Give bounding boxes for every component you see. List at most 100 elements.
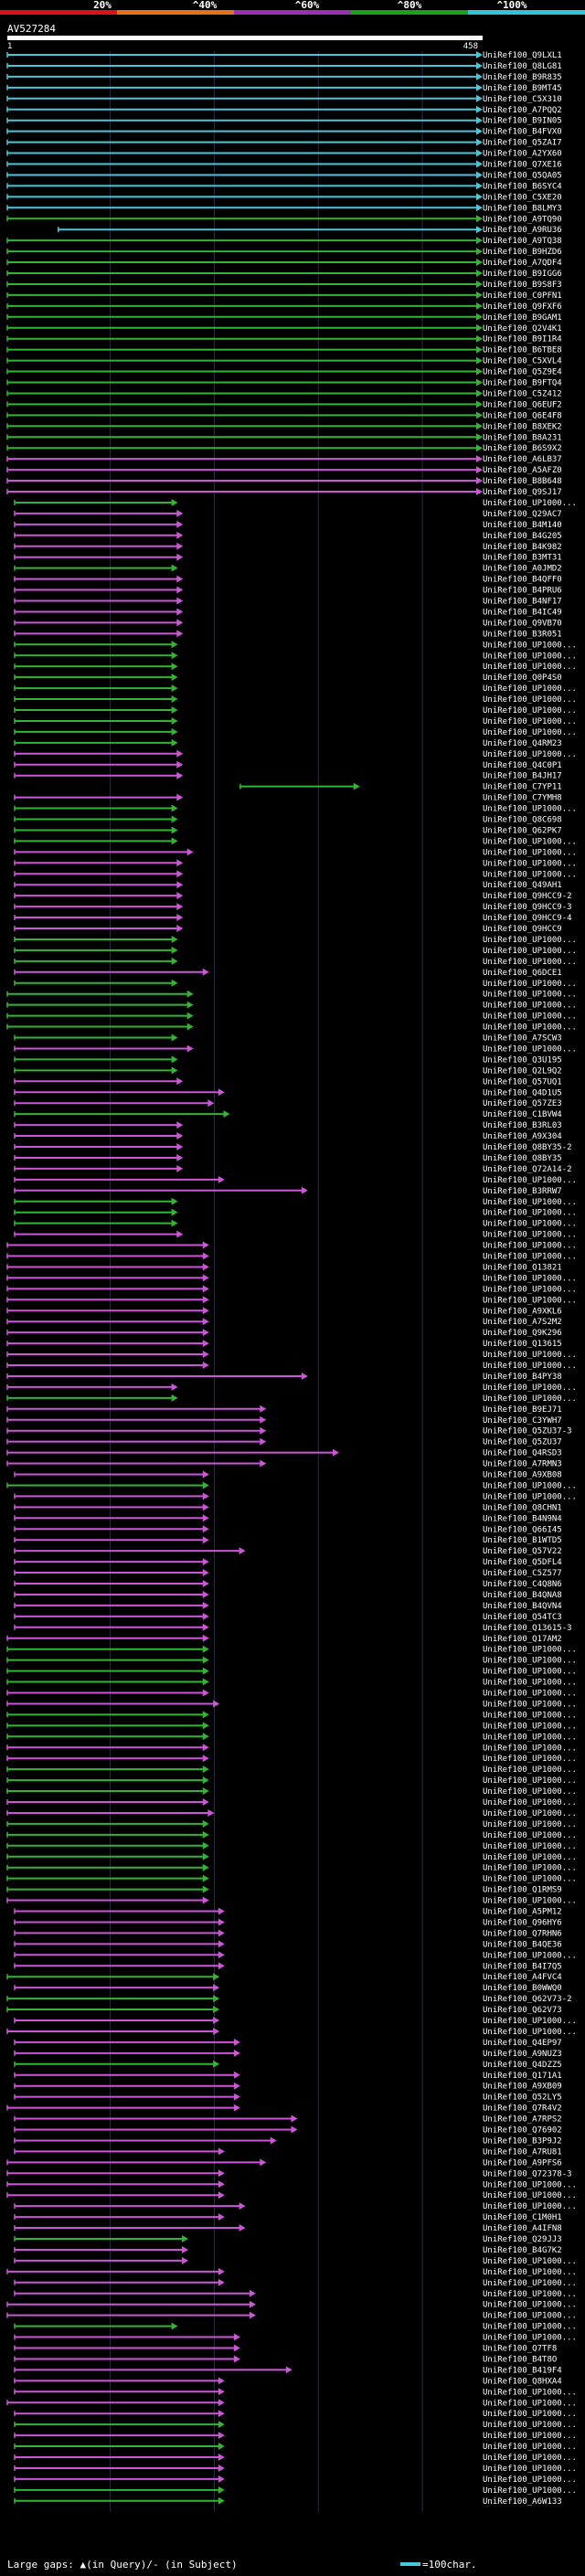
hit-label[interactable]: UniRef100_B4N9N4 — [483, 1514, 562, 1523]
hit-label[interactable]: UniRef100_UP1000... — [483, 2432, 577, 2441]
hit-label[interactable]: UniRef100_UP1000... — [483, 684, 577, 694]
hit-label[interactable]: UniRef100_UP1000... — [483, 2312, 577, 2321]
hit-label[interactable]: UniRef100_Q62V73 — [483, 2006, 562, 2015]
hit-label[interactable]: UniRef100_UP1000... — [483, 2399, 577, 2408]
hit-label[interactable]: UniRef100_B4G7K2 — [483, 2246, 562, 2255]
hit-label[interactable]: UniRef100_B9HZD6 — [483, 248, 562, 257]
hit-label[interactable]: UniRef100_Q5DFL4 — [483, 1558, 562, 1567]
hit-label[interactable]: UniRef100_UP1000... — [483, 1864, 577, 1873]
hit-label[interactable]: UniRef100_B4PY38 — [483, 1373, 562, 1382]
hit-label[interactable]: UniRef100_UP1000... — [483, 706, 577, 716]
hit-label[interactable]: UniRef100_UP1000... — [483, 1044, 577, 1054]
hit-label[interactable]: UniRef100_UP1000... — [483, 1820, 577, 1829]
hit-label[interactable]: UniRef100_UP1000... — [483, 1285, 577, 1294]
hit-label[interactable]: UniRef100_UP1000... — [483, 2486, 577, 2496]
hit-label[interactable]: UniRef100_UP1000... — [483, 2475, 577, 2485]
hit-label[interactable]: UniRef100_C7YP11 — [483, 783, 562, 792]
hit-label[interactable]: UniRef100_UP1000... — [483, 499, 577, 508]
hit-label[interactable]: UniRef100_B9MT45 — [483, 84, 562, 93]
hit-label[interactable]: UniRef100_A5PM12 — [483, 1908, 562, 1917]
hit-label[interactable]: UniRef100_C3YWH7 — [483, 1416, 562, 1426]
hit-label[interactable]: UniRef100_UP1000... — [483, 1198, 577, 1207]
hit-label[interactable]: UniRef100_UP1000... — [483, 805, 577, 814]
hit-label[interactable]: UniRef100_B4QFF0 — [483, 576, 562, 585]
hit-label[interactable]: UniRef100_UP1000... — [483, 2388, 577, 2397]
hit-label[interactable]: UniRef100_B8LMY3 — [483, 204, 562, 213]
hit-label[interactable]: UniRef100_UP1000... — [483, 837, 577, 846]
hit-label[interactable]: UniRef100_UP1000... — [483, 947, 577, 956]
hit-label[interactable]: UniRef100_B3RRW7 — [483, 1187, 562, 1196]
hit-label[interactable]: UniRef100_Q54TC3 — [483, 1613, 562, 1622]
hit-label[interactable]: UniRef100_UP1000... — [483, 1776, 577, 1786]
hit-label[interactable]: UniRef100_UP1000... — [483, 695, 577, 705]
hit-label[interactable]: UniRef100_Q8C698 — [483, 816, 562, 825]
hit-label[interactable]: UniRef100_Q5ZU37-3 — [483, 1427, 572, 1436]
hit-label[interactable]: UniRef100_UP1000... — [483, 870, 577, 879]
hit-label[interactable]: UniRef100_UP1000... — [483, 728, 577, 737]
hit-label[interactable]: UniRef100_Q9VB70 — [483, 619, 562, 628]
hit-label[interactable]: UniRef100_UP1000... — [483, 1231, 577, 1240]
hit-label[interactable]: UniRef100_UP1000... — [483, 1023, 577, 1033]
hit-label[interactable]: UniRef100_Q9K296 — [483, 1329, 562, 1338]
hit-label[interactable]: UniRef100_Q9FXF6 — [483, 302, 562, 312]
hit-label[interactable]: UniRef100_Q9LXL1 — [483, 51, 562, 60]
hit-label[interactable]: UniRef100_Q62PK7 — [483, 826, 562, 835]
hit-label[interactable]: UniRef100_B4PRU6 — [483, 587, 562, 596]
hit-label[interactable]: UniRef100_Q57V22 — [483, 1547, 562, 1556]
hit-label[interactable]: UniRef100_UP1000... — [483, 2017, 577, 2026]
hit-label[interactable]: UniRef100_UP1000... — [483, 1012, 577, 1022]
hit-label[interactable]: UniRef100_UP1000... — [483, 1253, 577, 1262]
hit-label[interactable]: UniRef100_Q6EUF2 — [483, 400, 562, 409]
hit-label[interactable]: UniRef100_Q9SJ17 — [483, 488, 562, 497]
hit-label[interactable]: UniRef100_B9R835 — [483, 73, 562, 82]
hit-label[interactable]: UniRef100_Q1RMS9 — [483, 1886, 562, 1895]
hit-label[interactable]: UniRef100_B4T8O — [483, 2355, 557, 2364]
hit-label[interactable]: UniRef100_A4FVC4 — [483, 1973, 562, 1982]
hit-label[interactable]: UniRef100_Q72A14-2 — [483, 1165, 572, 1174]
hit-label[interactable]: UniRef100_UP1000... — [483, 1351, 577, 1360]
hit-label[interactable]: UniRef100_Q7R4V2 — [483, 2104, 562, 2114]
hit-label[interactable]: UniRef100_B3RL03 — [483, 1121, 562, 1130]
hit-label[interactable]: UniRef100_B4QE36 — [483, 1940, 562, 1949]
hit-label[interactable]: UniRef100_B4NF17 — [483, 598, 562, 607]
hit-label[interactable]: UniRef100_UP1000... — [483, 1831, 577, 1840]
hit-label[interactable]: UniRef100_Q13615 — [483, 1340, 562, 1349]
hit-label[interactable]: UniRef100_UP1000... — [483, 663, 577, 672]
hit-label[interactable]: UniRef100_Q57UQ1 — [483, 1077, 562, 1087]
hit-label[interactable]: UniRef100_UP1000... — [483, 1220, 577, 1229]
hit-label[interactable]: UniRef100_UP1000... — [483, 848, 577, 857]
hit-label[interactable]: UniRef100_UP1000... — [483, 2465, 577, 2474]
hit-label[interactable]: UniRef100_UP1000... — [483, 2279, 577, 2288]
hit-label[interactable]: UniRef100_A4IFN8 — [483, 2224, 562, 2233]
hit-label[interactable]: UniRef100_C0PFN1 — [483, 292, 562, 301]
hit-label[interactable]: UniRef100_Q29JJ3 — [483, 2235, 562, 2244]
hit-label[interactable]: UniRef100_UP1000... — [483, 1744, 577, 1753]
hit-label[interactable]: UniRef100_Q3U195 — [483, 1055, 562, 1065]
hit-label[interactable]: UniRef100_UP1000... — [483, 1668, 577, 1677]
hit-label[interactable]: UniRef100_C1M0H1 — [483, 2213, 562, 2222]
hit-label[interactable]: UniRef100_Q2V4K1 — [483, 324, 562, 334]
hit-label[interactable]: UniRef100_C5X310 — [483, 95, 562, 104]
hit-label[interactable]: UniRef100_UP1000... — [483, 2410, 577, 2419]
hit-label[interactable]: UniRef100_UP1000... — [483, 1394, 577, 1404]
hit-label[interactable]: UniRef100_B9S8F3 — [483, 281, 562, 290]
hit-label[interactable]: UniRef100_B4JH17 — [483, 772, 562, 781]
hit-label[interactable]: UniRef100_C4Q8N6 — [483, 1580, 562, 1589]
hit-label[interactable]: UniRef100_C1BVW4 — [483, 1110, 562, 1119]
hit-label[interactable]: UniRef100_B4I7Q5 — [483, 1962, 562, 1971]
hit-label[interactable]: UniRef100_Q0P4S0 — [483, 673, 562, 683]
hit-label[interactable]: UniRef100_B4IC49 — [483, 608, 562, 617]
hit-label[interactable]: UniRef100_Q5ZAI7 — [483, 139, 562, 148]
hit-label[interactable]: UniRef100_UP1000... — [483, 2454, 577, 2463]
hit-label[interactable]: UniRef100_B3R051 — [483, 630, 562, 639]
hit-label[interactable]: UniRef100_A9RU36 — [483, 226, 562, 235]
hit-label[interactable]: UniRef100_Q5QA05 — [483, 171, 562, 180]
hit-label[interactable]: UniRef100_UP1000... — [483, 1209, 577, 1218]
hit-label[interactable]: UniRef100_B9EJ71 — [483, 1405, 562, 1415]
hit-label[interactable]: UniRef100_UP1000... — [483, 1951, 577, 1960]
hit-label[interactable]: UniRef100_A9NUZ3 — [483, 2050, 562, 2059]
hit-label[interactable]: UniRef100_B6SYC4 — [483, 182, 562, 191]
hit-label[interactable]: UniRef100_A7S2M2 — [483, 1318, 562, 1327]
hit-label[interactable]: UniRef100_UP1000... — [483, 936, 577, 945]
hit-label[interactable]: UniRef100_B0WWQ0 — [483, 1984, 562, 1993]
